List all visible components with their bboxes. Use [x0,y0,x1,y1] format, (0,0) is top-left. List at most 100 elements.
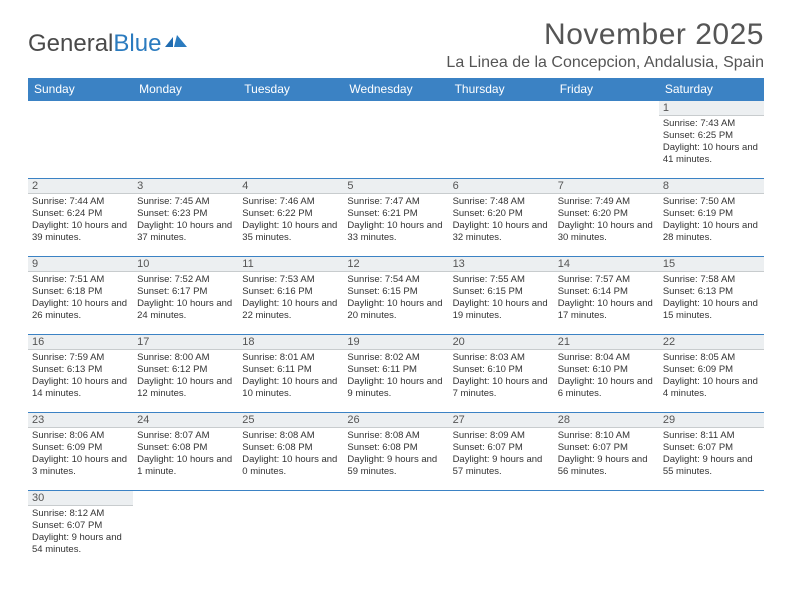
sunset-line: Sunset: 6:13 PM [663,286,760,298]
day-details: Sunrise: 8:11 AMSunset: 6:07 PMDaylight:… [659,428,764,482]
calendar-cell: 16Sunrise: 7:59 AMSunset: 6:13 PMDayligh… [28,335,133,413]
day-number: 28 [554,413,659,428]
logo-text-blue: Blue [113,30,161,58]
weekday-header: Tuesday [238,78,343,101]
daylight-line: Daylight: 9 hours and 54 minutes. [32,532,129,556]
day-details: Sunrise: 8:07 AMSunset: 6:08 PMDaylight:… [133,428,238,482]
calendar-cell: 2Sunrise: 7:44 AMSunset: 6:24 PMDaylight… [28,179,133,257]
daylight-line: Daylight: 10 hours and 41 minutes. [663,142,760,166]
sunrise-line: Sunrise: 8:10 AM [558,430,655,442]
day-details: Sunrise: 7:53 AMSunset: 6:16 PMDaylight:… [238,272,343,326]
sunrise-line: Sunrise: 7:55 AM [453,274,550,286]
weekday-header: Friday [554,78,659,101]
day-details: Sunrise: 8:12 AMSunset: 6:07 PMDaylight:… [28,506,133,560]
calendar-cell-empty [238,101,343,179]
daylight-line: Daylight: 10 hours and 9 minutes. [347,376,444,400]
calendar-cell: 27Sunrise: 8:09 AMSunset: 6:07 PMDayligh… [449,413,554,491]
day-number: 11 [238,257,343,272]
daylight-line: Daylight: 10 hours and 1 minute. [137,454,234,478]
calendar-cell: 11Sunrise: 7:53 AMSunset: 6:16 PMDayligh… [238,257,343,335]
sunset-line: Sunset: 6:07 PM [558,442,655,454]
day-details: Sunrise: 8:05 AMSunset: 6:09 PMDaylight:… [659,350,764,404]
sunset-line: Sunset: 6:08 PM [242,442,339,454]
calendar-cell: 24Sunrise: 8:07 AMSunset: 6:08 PMDayligh… [133,413,238,491]
sunrise-line: Sunrise: 7:51 AM [32,274,129,286]
calendar-cell: 5Sunrise: 7:47 AMSunset: 6:21 PMDaylight… [343,179,448,257]
daylight-line: Daylight: 10 hours and 37 minutes. [137,220,234,244]
day-details: Sunrise: 7:51 AMSunset: 6:18 PMDaylight:… [28,272,133,326]
weekday-header: Sunday [28,78,133,101]
sunset-line: Sunset: 6:20 PM [558,208,655,220]
daylight-line: Daylight: 10 hours and 15 minutes. [663,298,760,322]
sunrise-line: Sunrise: 8:07 AM [137,430,234,442]
sunset-line: Sunset: 6:23 PM [137,208,234,220]
daylight-line: Daylight: 9 hours and 57 minutes. [453,454,550,478]
calendar-cell: 17Sunrise: 8:00 AMSunset: 6:12 PMDayligh… [133,335,238,413]
day-details: Sunrise: 7:52 AMSunset: 6:17 PMDaylight:… [133,272,238,326]
calendar-cell: 30Sunrise: 8:12 AMSunset: 6:07 PMDayligh… [28,491,133,569]
calendar-cell-empty [343,491,448,569]
sunset-line: Sunset: 6:08 PM [137,442,234,454]
sunset-line: Sunset: 6:13 PM [32,364,129,376]
day-details: Sunrise: 7:54 AMSunset: 6:15 PMDaylight:… [343,272,448,326]
day-details: Sunrise: 8:06 AMSunset: 6:09 PMDaylight:… [28,428,133,482]
sunrise-line: Sunrise: 7:48 AM [453,196,550,208]
sunset-line: Sunset: 6:18 PM [32,286,129,298]
day-number: 19 [343,335,448,350]
daylight-line: Daylight: 10 hours and 19 minutes. [453,298,550,322]
daylight-line: Daylight: 9 hours and 59 minutes. [347,454,444,478]
calendar-cell: 8Sunrise: 7:50 AMSunset: 6:19 PMDaylight… [659,179,764,257]
calendar-cell: 28Sunrise: 8:10 AMSunset: 6:07 PMDayligh… [554,413,659,491]
sunset-line: Sunset: 6:25 PM [663,130,760,142]
sunrise-line: Sunrise: 8:08 AM [347,430,444,442]
day-details: Sunrise: 7:44 AMSunset: 6:24 PMDaylight:… [28,194,133,248]
daylight-line: Daylight: 10 hours and 7 minutes. [453,376,550,400]
sunset-line: Sunset: 6:09 PM [32,442,129,454]
sunrise-line: Sunrise: 7:54 AM [347,274,444,286]
calendar-cell: 1Sunrise: 7:43 AMSunset: 6:25 PMDaylight… [659,101,764,179]
weekday-header: Monday [133,78,238,101]
title-block: November 2025 La Linea de la Concepcion,… [446,18,764,72]
day-details: Sunrise: 8:04 AMSunset: 6:10 PMDaylight:… [554,350,659,404]
day-number: 15 [659,257,764,272]
day-details: Sunrise: 7:43 AMSunset: 6:25 PMDaylight:… [659,116,764,170]
sunrise-line: Sunrise: 8:08 AM [242,430,339,442]
daylight-line: Daylight: 10 hours and 20 minutes. [347,298,444,322]
day-details: Sunrise: 8:08 AMSunset: 6:08 PMDaylight:… [238,428,343,482]
calendar-cell: 10Sunrise: 7:52 AMSunset: 6:17 PMDayligh… [133,257,238,335]
day-number: 20 [449,335,554,350]
daylight-line: Daylight: 9 hours and 55 minutes. [663,454,760,478]
logo: GeneralBlue [28,18,193,58]
day-details: Sunrise: 7:47 AMSunset: 6:21 PMDaylight:… [343,194,448,248]
daylight-line: Daylight: 10 hours and 6 minutes. [558,376,655,400]
daylight-line: Daylight: 10 hours and 0 minutes. [242,454,339,478]
calendar-cell-empty [554,491,659,569]
sunrise-line: Sunrise: 7:53 AM [242,274,339,286]
calendar-cell: 26Sunrise: 8:08 AMSunset: 6:08 PMDayligh… [343,413,448,491]
day-number: 25 [238,413,343,428]
sunrise-line: Sunrise: 7:46 AM [242,196,339,208]
sunset-line: Sunset: 6:15 PM [453,286,550,298]
flag-icon [165,30,193,58]
sunset-line: Sunset: 6:08 PM [347,442,444,454]
daylight-line: Daylight: 10 hours and 39 minutes. [32,220,129,244]
daylight-line: Daylight: 10 hours and 32 minutes. [453,220,550,244]
location: La Linea de la Concepcion, Andalusia, Sp… [446,54,764,72]
day-number: 23 [28,413,133,428]
day-number: 7 [554,179,659,194]
calendar-cell: 9Sunrise: 7:51 AMSunset: 6:18 PMDaylight… [28,257,133,335]
day-details: Sunrise: 8:08 AMSunset: 6:08 PMDaylight:… [343,428,448,482]
calendar-cell-empty [343,101,448,179]
calendar-cell: 23Sunrise: 8:06 AMSunset: 6:09 PMDayligh… [28,413,133,491]
day-details: Sunrise: 8:10 AMSunset: 6:07 PMDaylight:… [554,428,659,482]
sunrise-line: Sunrise: 8:03 AM [453,352,550,364]
calendar-body: 1Sunrise: 7:43 AMSunset: 6:25 PMDaylight… [28,101,764,569]
calendar-week-row: 23Sunrise: 8:06 AMSunset: 6:09 PMDayligh… [28,413,764,491]
calendar-cell-empty [449,101,554,179]
header: GeneralBlue November 2025 La Linea de la… [28,18,764,72]
sunrise-line: Sunrise: 7:50 AM [663,196,760,208]
sunset-line: Sunset: 6:17 PM [137,286,234,298]
calendar-cell: 25Sunrise: 8:08 AMSunset: 6:08 PMDayligh… [238,413,343,491]
day-details: Sunrise: 7:57 AMSunset: 6:14 PMDaylight:… [554,272,659,326]
daylight-line: Daylight: 10 hours and 30 minutes. [558,220,655,244]
